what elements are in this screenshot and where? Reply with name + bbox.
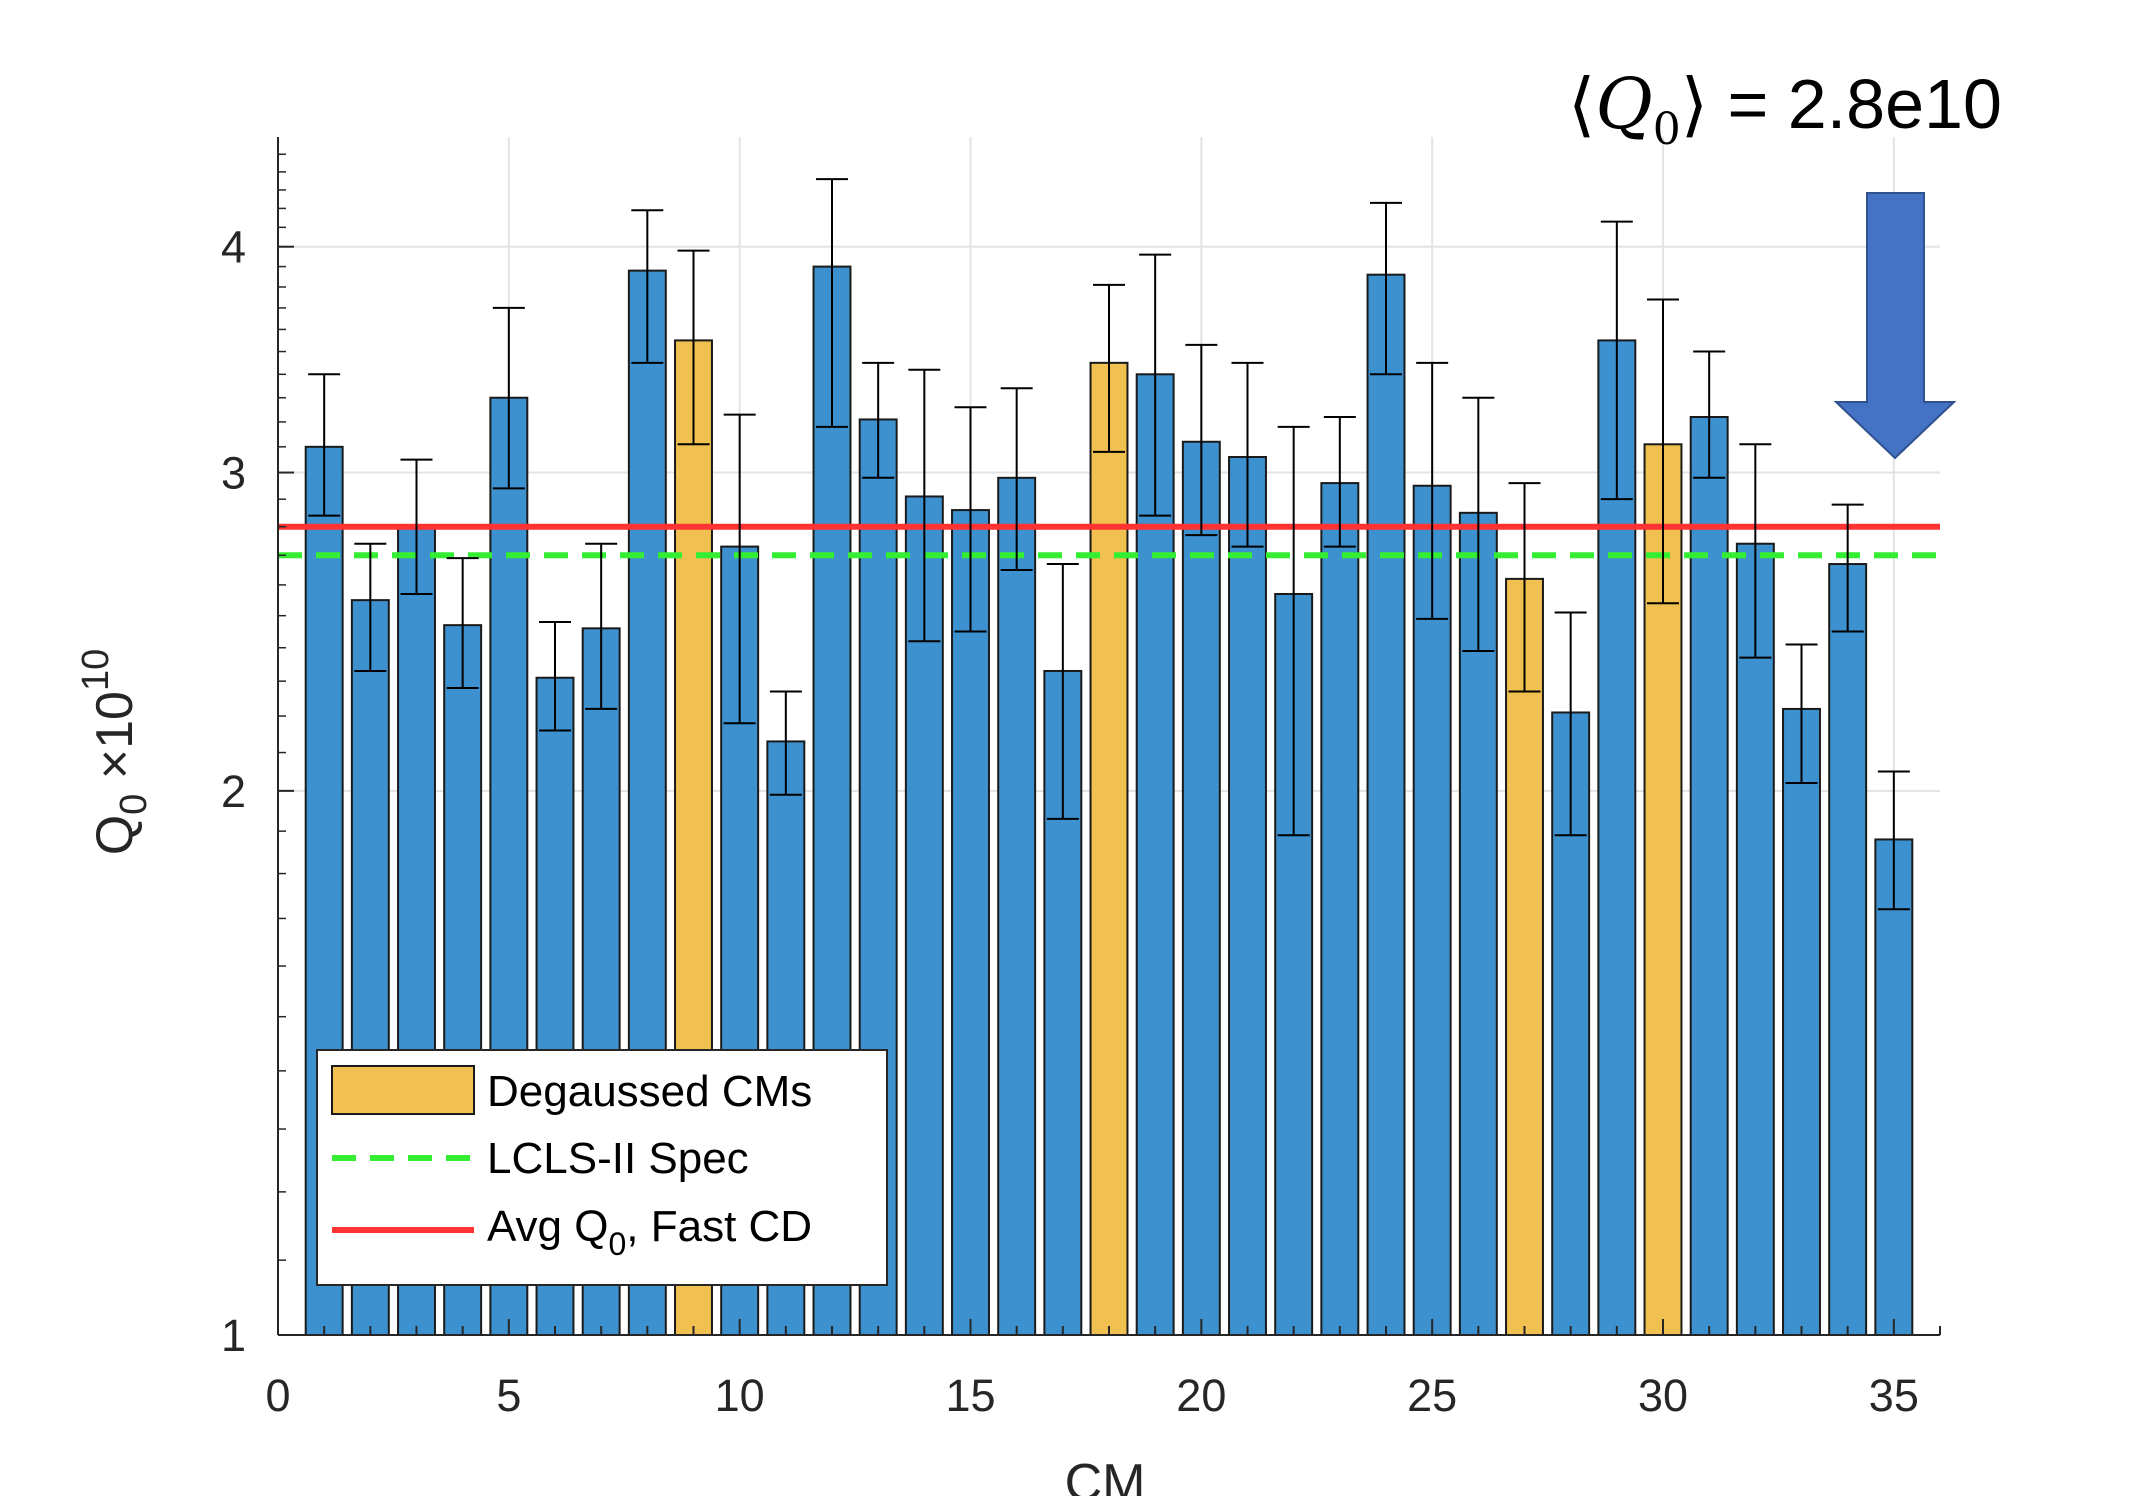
annotation-q: Q	[1595, 63, 1652, 145]
bar-cm-15	[951, 509, 990, 1336]
bar-cm-33	[1782, 707, 1821, 1336]
legend-label-spec: LCLS-II Spec	[487, 1134, 749, 1183]
axes	[277, 137, 1941, 1336]
bar-cm-23	[1320, 482, 1360, 1336]
bar-cm-29	[1597, 339, 1637, 1337]
bar-cm-25	[1412, 484, 1452, 1336]
annotation-q-sub: 0	[1653, 104, 1681, 155]
x-axis-label: CM	[1065, 1454, 1146, 1496]
error-bars	[308, 178, 1910, 911]
bar-cm-24	[1366, 273, 1406, 1337]
x-tick-label: 15	[945, 1370, 995, 1421]
bar-cm-35	[1874, 838, 1914, 1336]
bar-cm-31	[1689, 416, 1729, 1336]
y-tick-label: 1	[221, 1310, 246, 1361]
y-axis-label-main: Q	[86, 815, 144, 855]
x-tick-label: 20	[1176, 1370, 1226, 1421]
legend: Degaussed CMs LCLS-II Spec Avg Q0, Fast …	[316, 1049, 888, 1286]
y-axis-label-times: ×10	[86, 691, 144, 794]
y-axis-label: Q0 ×1010	[75, 649, 155, 856]
bar-cm-21	[1228, 456, 1267, 1336]
legend-label-degaussed: Degaussed CMs	[487, 1067, 812, 1116]
annotation-value: = 2.8e10	[1708, 65, 2002, 143]
x-tick-label: 25	[1407, 1370, 1457, 1421]
x-tick-label: 30	[1638, 1370, 1688, 1421]
annotation-right-bracket: ⟩	[1681, 63, 1708, 145]
bar-cm-34	[1828, 563, 1868, 1336]
x-tick-label: 0	[265, 1370, 290, 1421]
bar-degaussed-cm-18	[1089, 361, 1129, 1336]
bar-cm-20	[1181, 440, 1221, 1336]
svg-text:⟨Q0⟩ = 2.8e10: ⟨Q0⟩ = 2.8e10	[1568, 63, 2002, 155]
bar-cm-16	[997, 476, 1037, 1336]
legend-label-avg: Avg Q0, Fast CD	[487, 1202, 812, 1262]
bar-cm-19	[1135, 373, 1175, 1336]
svg-text:Q0 ×1010: Q0 ×1010	[75, 649, 155, 856]
average-annotation: ⟨Q0⟩ = 2.8e10	[1568, 63, 2002, 155]
tick-labels: 0 5 10 15 20 25 30 35 1 2 3 4	[221, 222, 1919, 1421]
y-tick-label: 3	[221, 448, 246, 499]
x-tick-label: 35	[1869, 1370, 1919, 1421]
y-axis-label-sub: 0	[113, 794, 155, 815]
x-tick-label: 10	[715, 1370, 765, 1421]
x-tick-label: 5	[496, 1370, 521, 1421]
y-axis-label-exp: 10	[75, 649, 117, 691]
legend-swatch-degaussed	[331, 1065, 475, 1115]
down-arrow-icon	[1833, 192, 1957, 460]
y-tick-label: 4	[221, 222, 246, 273]
bar-cm-32	[1735, 542, 1775, 1336]
y-tick-label: 2	[221, 766, 246, 817]
annotation-left-bracket: ⟨	[1568, 63, 1595, 145]
